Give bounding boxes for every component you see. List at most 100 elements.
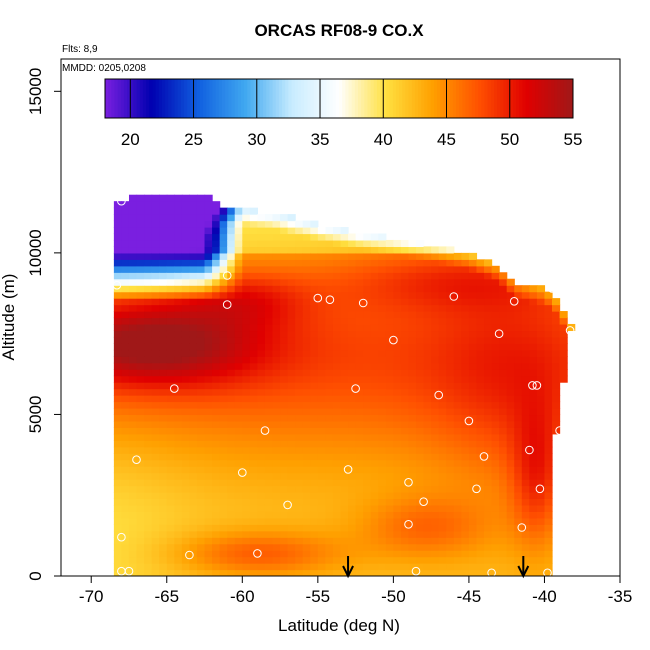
heatmap-cell (181, 317, 191, 325)
heatmap-cell (264, 388, 274, 396)
heatmap-cell (257, 323, 266, 332)
heatmap-cell (355, 278, 364, 286)
heatmap-cell (219, 330, 228, 338)
heatmap-cell (431, 491, 440, 500)
heatmap-cell (295, 349, 304, 357)
heatmap-cell (317, 446, 326, 454)
colorbar-segment (275, 79, 280, 118)
heatmap-cell (506, 278, 515, 286)
heatmap-cell (136, 349, 145, 357)
heatmap-cell (431, 407, 440, 416)
heatmap-cell (189, 420, 198, 428)
heatmap-cell (181, 563, 191, 571)
heatmap-cell (385, 388, 394, 396)
heatmap-cell (219, 517, 228, 525)
heatmap-cell (242, 446, 251, 454)
heatmap-cell (280, 272, 289, 280)
heatmap-cell (332, 272, 342, 280)
heatmap-cell (212, 446, 221, 454)
heatmap-cell (484, 382, 493, 390)
heatmap-cell (196, 479, 206, 487)
heatmap-cell (514, 369, 523, 377)
heatmap-cell (393, 485, 402, 493)
heatmap-cell (370, 317, 379, 325)
heatmap-cell (144, 201, 153, 209)
heatmap-cell (257, 504, 266, 512)
heatmap-cell (257, 317, 266, 325)
heatmap-cell (514, 479, 523, 487)
heatmap-cell (355, 259, 364, 267)
heatmap-cell (144, 239, 153, 248)
heatmap-cell (151, 459, 160, 467)
heatmap-cell (325, 569, 334, 576)
heatmap-cell (144, 420, 153, 428)
heatmap-cell (461, 479, 470, 487)
heatmap-cell (295, 317, 304, 325)
x-tick-label: -65 (154, 587, 179, 606)
heatmap-cell (370, 233, 379, 241)
heatmap-cell (461, 543, 470, 551)
heatmap-cell (121, 227, 130, 235)
heatmap-cell (189, 375, 198, 383)
heatmap-cell (484, 311, 493, 319)
heatmap-cell (113, 382, 123, 390)
heatmap-cell (476, 323, 485, 332)
heatmap-cell (431, 285, 440, 293)
heatmap-cell (227, 252, 236, 260)
heatmap-cell (408, 285, 417, 293)
heatmap-cell (370, 485, 379, 493)
heatmap-cell (219, 563, 228, 571)
heatmap-cell (196, 252, 206, 260)
heatmap-cell (144, 194, 153, 202)
heatmap-cell (151, 466, 160, 474)
heatmap-cell (242, 543, 251, 551)
heatmap-cell (431, 265, 440, 273)
heatmap-cell (400, 563, 410, 571)
heatmap-cell (499, 343, 508, 351)
colorbar-segment (288, 79, 293, 118)
heatmap-cell (219, 388, 228, 396)
heatmap-cell (476, 356, 485, 364)
colorbar-segment (222, 79, 226, 118)
heatmap-cell (378, 362, 387, 370)
heatmap-cell (280, 311, 289, 319)
heatmap-cell (529, 498, 538, 506)
heatmap-cell (234, 401, 243, 409)
heatmap-cell (340, 556, 349, 564)
heatmap-cell (468, 304, 478, 312)
heatmap-cell (212, 201, 221, 209)
heatmap-cell (280, 298, 289, 306)
heatmap-cell (363, 498, 372, 506)
sample-point (117, 196, 126, 206)
heatmap-cell (242, 330, 251, 338)
heatmap-cell (189, 530, 198, 538)
heatmap-cell (189, 479, 198, 487)
heatmap-cell (363, 291, 372, 299)
heatmap-cell (144, 556, 153, 564)
heatmap-cell (416, 401, 425, 409)
heatmap-cell (196, 285, 206, 293)
heatmap-cell (393, 537, 402, 545)
heatmap-cell (189, 259, 198, 267)
heatmap-cell (280, 330, 289, 338)
heatmap-cell (257, 407, 266, 416)
heatmap-cell (453, 259, 462, 267)
heatmap-cell (280, 524, 289, 532)
heatmap-cell (363, 427, 372, 435)
heatmap-cell (144, 214, 153, 222)
heatmap-cell (121, 246, 130, 254)
colorbar-tick-label: 55 (564, 130, 583, 149)
heatmap-cell (295, 227, 304, 235)
heatmap-cell (484, 446, 493, 454)
heatmap-cell (212, 369, 221, 377)
heatmap-cell (491, 395, 500, 403)
heatmap-cell (295, 291, 304, 299)
heatmap-cell (499, 446, 508, 454)
heatmap-cell (287, 291, 296, 299)
heatmap-cell (128, 375, 138, 383)
heatmap-cell (446, 524, 455, 532)
heatmap-cell (264, 343, 274, 351)
heatmap-cell (302, 369, 311, 377)
heatmap-cell (468, 336, 478, 344)
heatmap-cell (385, 291, 394, 299)
